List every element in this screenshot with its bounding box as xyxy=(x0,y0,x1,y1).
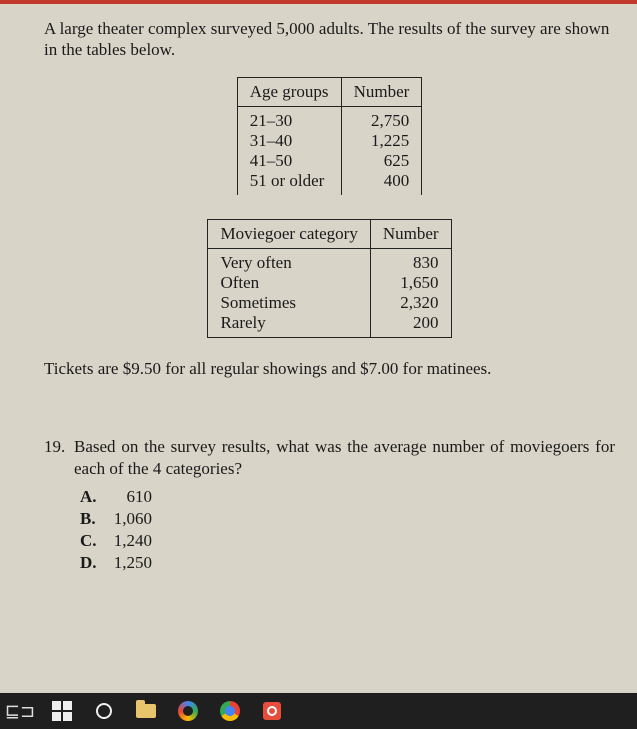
t2-r1-c0: Often xyxy=(220,273,259,292)
taskbar: ⊑⊐ xyxy=(0,693,637,729)
choice-c-letter: C. xyxy=(80,530,106,552)
tables-container: Age groups Number 21–3031–4041–5051 or o… xyxy=(44,77,615,338)
t1-r1-c1: 1,225 xyxy=(371,131,409,150)
page-content: A large theater complex surveyed 5,000 a… xyxy=(0,0,637,574)
choice-b[interactable]: B. 1,060 xyxy=(80,508,615,530)
table1-header-2: Number xyxy=(341,77,422,106)
table1-header-1: Age groups xyxy=(237,77,341,106)
choice-c[interactable]: C. 1,240 xyxy=(80,530,615,552)
answer-choices: A. 610 B. 1,060 C. 1,240 D. 1,250 xyxy=(80,486,615,574)
t2-r2-c0: Sometimes xyxy=(220,293,296,312)
choice-d[interactable]: D. 1,250 xyxy=(80,552,615,574)
t1-r0-c0: 21–30 xyxy=(250,111,293,130)
question-text: Based on the survey results, what was th… xyxy=(74,436,615,480)
chrome-icon[interactable] xyxy=(218,699,242,723)
t2-r3-c1: 200 xyxy=(413,313,439,332)
t1-r0-c1: 2,750 xyxy=(371,111,409,130)
t1-r3-c1: 400 xyxy=(384,171,410,190)
t1-r2-c0: 41–50 xyxy=(250,151,293,170)
folder-icon[interactable] xyxy=(134,699,158,723)
t1-r1-c0: 31–40 xyxy=(250,131,293,150)
edge-icon[interactable] xyxy=(176,699,200,723)
table2-header-2: Number xyxy=(370,219,451,248)
choice-d-value: 1,250 xyxy=(106,552,152,574)
t1-r3-c0: 51 or older xyxy=(250,171,325,190)
t2-r0-c1: 830 xyxy=(413,253,439,272)
ticket-info: Tickets are $9.50 for all regular showin… xyxy=(44,358,615,380)
choice-a-value: 610 xyxy=(106,486,152,508)
app-icon[interactable] xyxy=(260,699,284,723)
choice-b-letter: B. xyxy=(80,508,106,530)
moviegoer-table: Moviegoer category Number Very oftenOfte… xyxy=(207,219,451,338)
top-red-bar xyxy=(0,0,637,4)
intro-text: A large theater complex surveyed 5,000 a… xyxy=(44,18,615,61)
choice-a[interactable]: A. 610 xyxy=(80,486,615,508)
search-icon[interactable] xyxy=(92,699,116,723)
choice-a-letter: A. xyxy=(80,486,106,508)
choice-b-value: 1,060 xyxy=(106,508,152,530)
t2-r0-c0: Very often xyxy=(220,253,291,272)
question-number: 19. xyxy=(44,436,74,480)
task-view-icon[interactable]: ⊑⊐ xyxy=(8,699,32,723)
table2-header-1: Moviegoer category xyxy=(208,219,370,248)
choice-d-letter: D. xyxy=(80,552,106,574)
t1-r2-c1: 625 xyxy=(384,151,410,170)
start-icon[interactable] xyxy=(50,699,74,723)
question-19: 19. Based on the survey results, what wa… xyxy=(44,436,615,575)
choice-c-value: 1,240 xyxy=(106,530,152,552)
t2-r2-c1: 2,320 xyxy=(400,293,438,312)
t2-r3-c0: Rarely xyxy=(220,313,265,332)
t2-r1-c1: 1,650 xyxy=(400,273,438,292)
age-groups-table: Age groups Number 21–3031–4041–5051 or o… xyxy=(237,77,423,195)
